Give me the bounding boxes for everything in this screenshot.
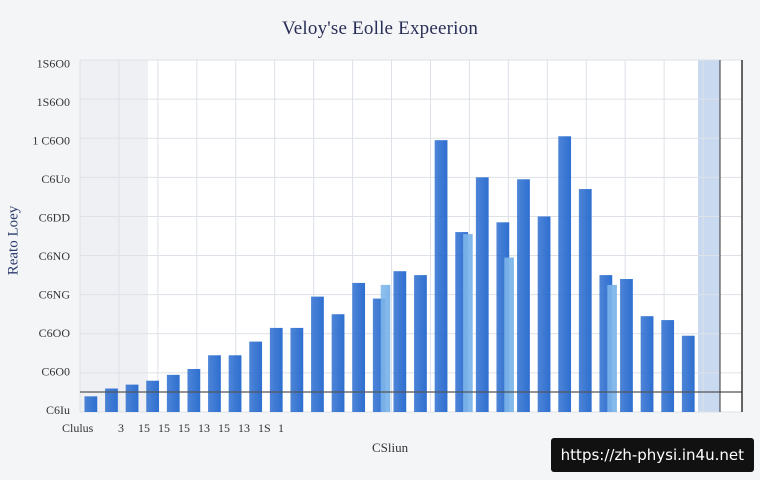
y-tick-label: C6NG [39, 288, 71, 302]
bar [187, 368, 201, 412]
x-tick-label: 15 [158, 421, 170, 435]
chart-title: Veloy'se Eolle Expeerion [281, 18, 479, 39]
bar [393, 271, 407, 412]
bar [475, 177, 489, 412]
y-tick-label: C6Iu [46, 403, 70, 417]
bars [84, 136, 695, 412]
bar [463, 234, 473, 412]
bar [537, 216, 551, 412]
plot-left-band [80, 60, 148, 412]
bar [84, 396, 98, 412]
bar [558, 136, 572, 412]
bar [249, 341, 263, 412]
bar [434, 140, 448, 412]
bar [331, 314, 345, 412]
bar [290, 327, 304, 412]
plot-right-band [698, 60, 720, 412]
bar [578, 189, 592, 412]
y-axis-label: Reato Loey [5, 205, 22, 276]
bar [414, 275, 427, 412]
y-tick-label: C6NO [39, 249, 71, 263]
bar [620, 279, 633, 412]
bar [607, 284, 617, 412]
x-tick-label: 15 [218, 421, 230, 435]
bar [681, 335, 695, 412]
bar [166, 374, 180, 412]
y-tick-label: C6OO [39, 326, 71, 340]
bar [208, 355, 221, 412]
axes [80, 60, 743, 412]
plot-area [80, 60, 742, 412]
bar [105, 388, 118, 412]
y-tick-label: 1S6O0 [37, 57, 70, 71]
y-tick-label: C6O0 [41, 365, 70, 379]
bar [640, 316, 654, 412]
bar [125, 384, 139, 412]
x-axis-label: CSliun [372, 440, 409, 455]
x-tick-label: 15 [178, 421, 190, 435]
bar [352, 282, 366, 412]
bar [228, 355, 242, 412]
x-tick-label: 1S [258, 421, 271, 435]
bar [380, 284, 391, 412]
bar [504, 257, 514, 412]
y-tick-labels: C6Iu C6O0 C6OO C6NG C6NO C6DD C6Uo 1 C6O0 1S6O0 1… [32, 57, 70, 418]
x-tick-label: 13 [238, 421, 250, 435]
y-tick-label: C6Uo [41, 172, 70, 186]
y-tick-label: 1S6O0 [37, 95, 70, 109]
bar [311, 296, 324, 412]
bar [517, 179, 530, 412]
x-tick-label: 3 [118, 421, 124, 435]
bar [661, 320, 675, 412]
bar [146, 380, 160, 412]
y-tick-label: C6DD [39, 211, 71, 225]
bar [269, 327, 283, 412]
x-tick-label: 15 [138, 421, 150, 435]
x-tick-label: 1 [278, 421, 284, 435]
watermark-url: https://zh-physi.in4u.net [550, 438, 754, 472]
x-tick-label: 13 [198, 421, 210, 435]
x-tick-labels: Clulus 3 15 15 15 13 15 13 1S 1 [62, 421, 284, 435]
x-tick-label: Clulus [62, 421, 94, 435]
y-tick-label: 1 C6O0 [32, 134, 70, 148]
